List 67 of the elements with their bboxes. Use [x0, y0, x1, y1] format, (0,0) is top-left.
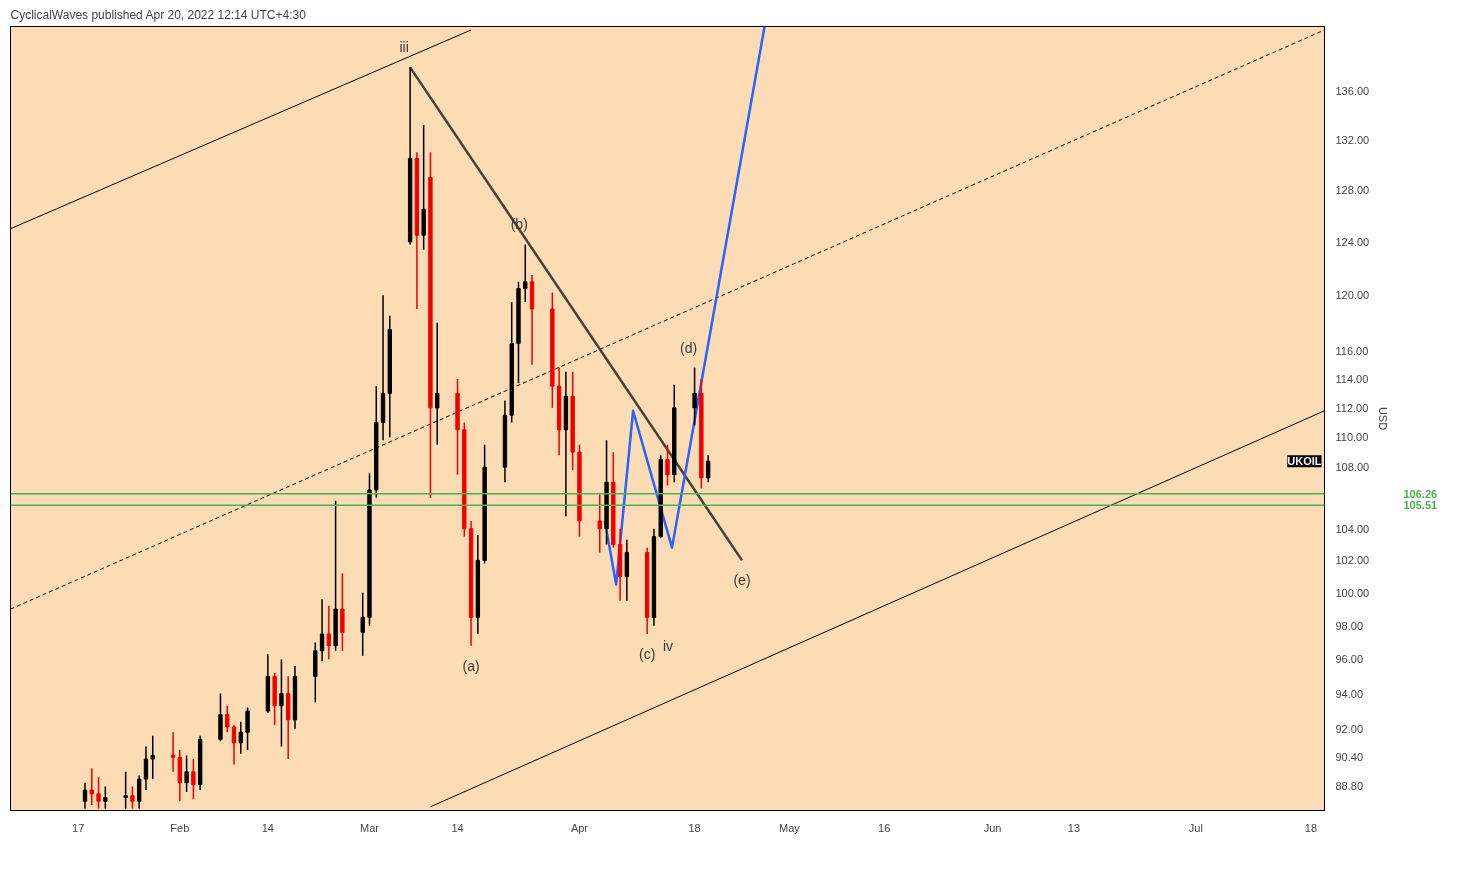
y-tick-label: 90.40 — [1335, 751, 1364, 764]
candlestick — [279, 658, 284, 748]
candlestick — [130, 785, 135, 810]
y-tick-label: 108.00 — [1335, 461, 1370, 474]
candlestick — [665, 443, 670, 487]
candlestick — [143, 745, 149, 791]
candlestick — [692, 366, 697, 427]
ref-line-label: 106.26 — [1403, 487, 1438, 500]
x-tick-label: 18 — [688, 821, 701, 834]
annotation: (d) — [680, 339, 698, 356]
line-series — [603, 26, 766, 586]
candlestick — [360, 591, 365, 657]
chart-title: CyclicalWaves published Apr 20, 2022 12:14 UTC+4:30 — [10, 7, 307, 22]
y-tick-label: 136.00 — [1335, 85, 1370, 98]
annotation: iv — [662, 637, 674, 654]
candlestick — [435, 321, 440, 446]
candlestick — [225, 705, 230, 733]
candlestick — [705, 454, 711, 484]
y-tick-label: 92.00 — [1335, 722, 1364, 735]
candlestick — [597, 493, 602, 554]
x-tick-label: 13 — [1067, 821, 1081, 834]
candlestick — [170, 731, 176, 773]
y-tick-label: 110.00 — [1335, 431, 1369, 444]
x-tick-label: May — [779, 821, 801, 834]
x-tick-label: 14 — [451, 821, 464, 834]
candlestick — [326, 605, 332, 661]
y-tick-label: 124.00 — [1335, 235, 1370, 248]
y-tick-label: 98.00 — [1335, 619, 1364, 632]
candlestick — [245, 706, 250, 751]
candlestick — [96, 776, 101, 810]
annotation: (e) — [733, 572, 751, 589]
y-tick-label: 114.00 — [1335, 372, 1369, 385]
x-tick-label: 18 — [1304, 821, 1318, 834]
y-tick-label: 132.00 — [1335, 133, 1370, 146]
y-tick-label: 96.00 — [1335, 653, 1364, 666]
candlestick — [89, 767, 94, 806]
x-tick-label: Feb — [170, 821, 190, 834]
y-tick-label: 112.00 — [1335, 401, 1369, 414]
x-tick-label: 16 — [878, 821, 891, 834]
y-tick-label: 100.00 — [1335, 586, 1370, 599]
candlestick — [191, 758, 196, 801]
x-tick-label: Mar — [360, 821, 380, 834]
y-axis-title: USD — [1377, 406, 1390, 431]
y-tick-label: 104.00 — [1335, 522, 1370, 535]
y-tick-label: 128.00 — [1335, 184, 1370, 197]
candlestick — [238, 720, 243, 755]
ref-line-label: 105.51 — [1403, 499, 1438, 512]
x-tick-label: 17 — [72, 821, 85, 834]
candlestick — [523, 243, 528, 303]
x-tick-label: Jun — [983, 821, 1002, 834]
candlestick — [231, 724, 237, 766]
annotation: iii — [399, 39, 409, 56]
annotation: (c) — [639, 645, 656, 662]
candlestick — [184, 754, 189, 793]
annotation: (a) — [462, 657, 480, 674]
candlestick — [150, 735, 155, 780]
x-tick-label: Apr — [570, 821, 589, 834]
y-tick-label: 88.80 — [1335, 780, 1364, 793]
y-tick-label: 120.00 — [1335, 289, 1370, 302]
candlestick — [319, 598, 325, 662]
candlestick — [340, 572, 345, 652]
y-tick-label: 116.00 — [1335, 344, 1369, 357]
annotation: UKOIL — [1287, 455, 1322, 468]
y-tick-label: 102.00 — [1335, 554, 1370, 567]
x-tick-label: Jul — [1188, 821, 1203, 834]
x-tick-label: 14 — [261, 821, 275, 834]
y-tick-label: 94.00 — [1335, 687, 1364, 700]
